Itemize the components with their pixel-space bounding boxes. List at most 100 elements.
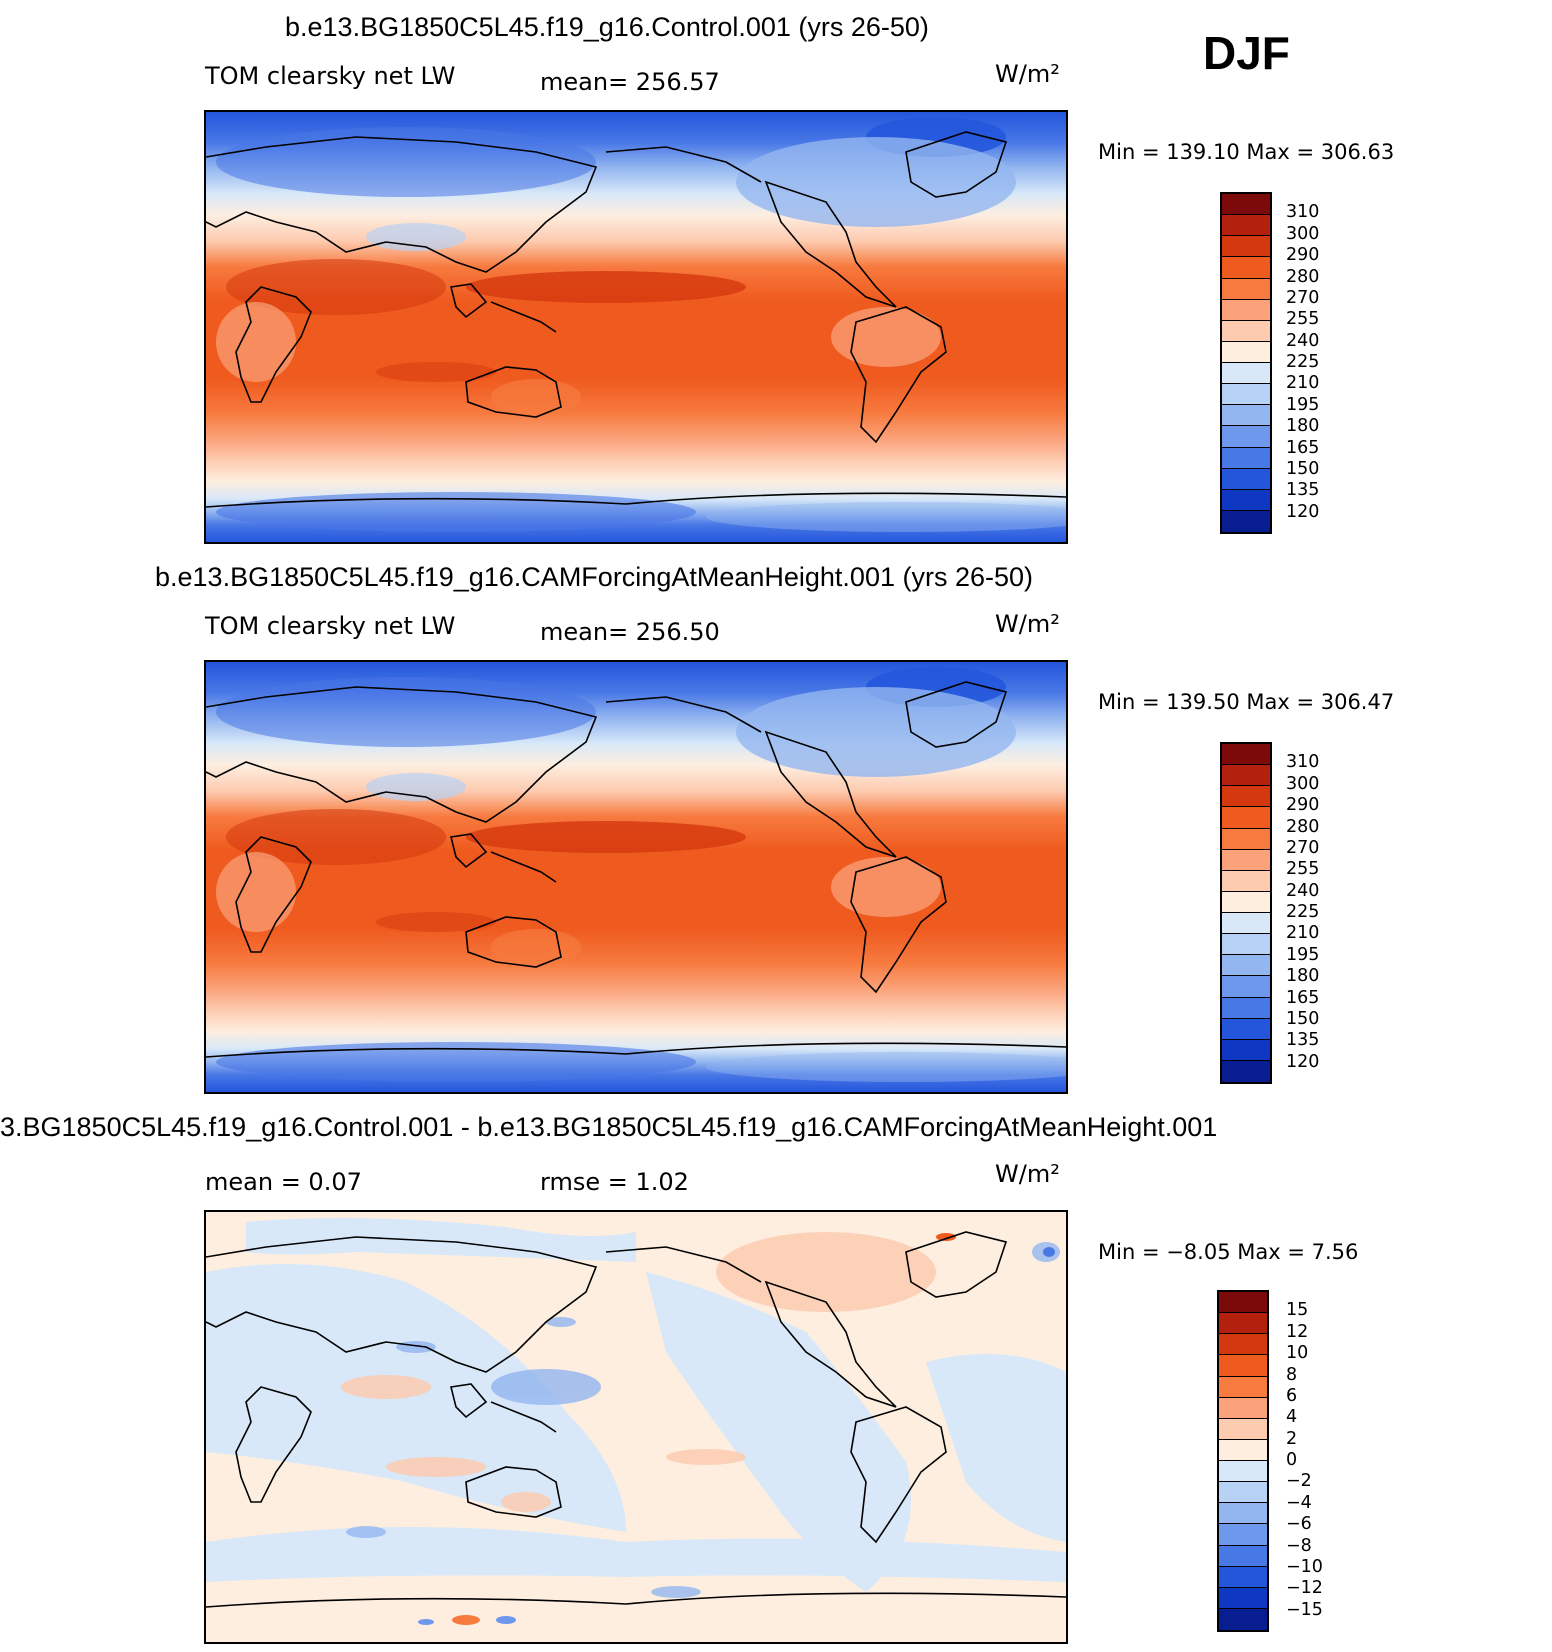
colorbar-box (1222, 384, 1270, 406)
panel-3-map (204, 1210, 1068, 1644)
panel-3-units-label: W/m² (995, 1160, 1060, 1188)
colorbar-tick-label: 270 (1286, 287, 1320, 308)
colorbar-tick-label: 135 (1286, 480, 1320, 501)
colorbar-box (1222, 786, 1270, 808)
colorbar-tick-label: 0 (1286, 1450, 1298, 1470)
colorbar-box (1219, 1397, 1267, 1419)
colorbar-tick-label: 310 (1286, 202, 1320, 223)
panel-3-minmax: Min = −8.05 Max = 7.56 (1098, 1240, 1359, 1264)
panel-1-minmax: Min = 139.10 Max = 306.63 (1098, 140, 1395, 164)
panel-1-title: b.e13.BG1850C5L45.f19_g16.Control.001 (y… (285, 12, 929, 42)
colorbar-box (1222, 447, 1270, 469)
colorbar-box (1222, 236, 1270, 258)
colorbar-tick-label: 150 (1286, 458, 1320, 479)
panel-2-field-plot (206, 662, 1066, 1092)
panel-2-mean-label: mean= 256.50 (540, 618, 720, 646)
colorbar-tick-label: −15 (1286, 1599, 1323, 1620)
colorbar-tick-label: −12 (1286, 1578, 1323, 1599)
panel-2-units-label: W/m² (995, 610, 1060, 638)
colorbar-box (1219, 1566, 1267, 1588)
colorbar-tick-label: 180 (1286, 416, 1320, 437)
colorbar-box (1222, 468, 1270, 490)
panel-2-variable-label: TOM clearsky net LW (205, 612, 456, 640)
colorbar-box (1222, 1018, 1270, 1040)
colorbar-tick-label: 240 (1286, 880, 1320, 901)
colorbar-tick-label: −2 (1286, 1471, 1312, 1492)
colorbar-box (1219, 1545, 1267, 1567)
colorbar-box (1222, 934, 1270, 956)
colorbar-box (1222, 489, 1270, 511)
colorbar-tick-label: 120 (1286, 501, 1320, 522)
panel-3-colorbar (1217, 1290, 1269, 1632)
panel-1-colorbar (1220, 192, 1272, 534)
colorbar-tick-label: 270 (1286, 837, 1320, 858)
colorbar-box (1219, 1376, 1267, 1398)
colorbar-tick-label: −4 (1286, 1492, 1312, 1513)
panel-1-map (204, 110, 1068, 544)
colorbar-box (1219, 1503, 1267, 1525)
colorbar-tick-label: 135 (1286, 1030, 1320, 1051)
colorbar-tick-label: 300 (1286, 773, 1320, 794)
colorbar-box (1219, 1355, 1267, 1377)
colorbar-box (1219, 1313, 1267, 1335)
colorbar-tick-label: 300 (1286, 223, 1320, 244)
colorbar-tick-label: 4 (1286, 1407, 1298, 1428)
colorbar-tick-label: 255 (1286, 309, 1320, 330)
panel-2-minmax: Min = 139.50 Max = 306.47 (1098, 690, 1395, 714)
colorbar-box (1222, 257, 1270, 279)
colorbar-box (1222, 976, 1270, 998)
colorbar-box (1222, 341, 1270, 363)
colorbar-tick-label: 180 (1286, 966, 1320, 987)
colorbar-box (1219, 1418, 1267, 1440)
colorbar-box (1222, 1039, 1270, 1061)
colorbar-tick-label: 8 (1286, 1364, 1298, 1385)
colorbar-box (1222, 913, 1270, 935)
panel-3-difference-plot (206, 1212, 1066, 1642)
colorbar-box (1222, 510, 1270, 532)
colorbar-tick-label: 225 (1286, 902, 1320, 922)
colorbar-tick-label: 150 (1286, 1008, 1320, 1029)
colorbar-tick-label: 165 (1286, 987, 1320, 1008)
colorbar-tick-label: 280 (1286, 816, 1320, 837)
colorbar-tick-label: 310 (1286, 752, 1320, 773)
colorbar-box (1222, 215, 1270, 237)
colorbar-tick-label: 290 (1286, 245, 1320, 266)
colorbar-tick-label: 2 (1286, 1428, 1298, 1449)
colorbar-box (1222, 997, 1270, 1019)
colorbar-tick-label: 120 (1286, 1051, 1320, 1072)
colorbar-tick-label: −10 (1286, 1556, 1323, 1577)
colorbar-box (1219, 1334, 1267, 1356)
season-label: DJF (1203, 27, 1290, 79)
panel-1-units-label: W/m² (995, 60, 1060, 88)
panel-2-map (204, 660, 1068, 1094)
colorbar-box (1222, 1060, 1270, 1082)
panel-1-mean-label: mean= 256.57 (540, 68, 720, 96)
colorbar-tick-label: −6 (1286, 1514, 1312, 1535)
colorbar-box (1222, 891, 1270, 913)
colorbar-box (1219, 1292, 1267, 1314)
panel-2-colorbar (1220, 742, 1272, 1084)
colorbar-box (1222, 744, 1270, 766)
colorbar-tick-label: 6 (1286, 1385, 1298, 1406)
panel-3-mean-label: mean = 0.07 (205, 1168, 362, 1196)
colorbar-box (1219, 1608, 1267, 1630)
colorbar-box (1222, 320, 1270, 342)
colorbar-box (1219, 1439, 1267, 1461)
colorbar-tick-label: −8 (1286, 1535, 1312, 1556)
colorbar-box (1222, 828, 1270, 850)
colorbar-tick-label: 210 (1286, 373, 1320, 394)
panel-2-title: b.e13.BG1850C5L45.f19_g16.CAMForcingAtMe… (155, 562, 1034, 592)
colorbar-box (1222, 870, 1270, 892)
colorbar-box (1219, 1482, 1267, 1504)
colorbar-box (1222, 426, 1270, 448)
colorbar-tick-label: 290 (1286, 795, 1320, 816)
panel-3-rmse-label: rmse = 1.02 (540, 1168, 689, 1196)
colorbar-box (1222, 194, 1270, 216)
colorbar-box (1219, 1524, 1267, 1546)
colorbar-box (1222, 955, 1270, 977)
colorbar-box (1222, 849, 1270, 871)
colorbar-box (1222, 807, 1270, 829)
panel-1-variable-label: TOM clearsky net LW (205, 62, 456, 90)
colorbar-box (1222, 278, 1270, 300)
colorbar-tick-label: 195 (1286, 394, 1320, 415)
